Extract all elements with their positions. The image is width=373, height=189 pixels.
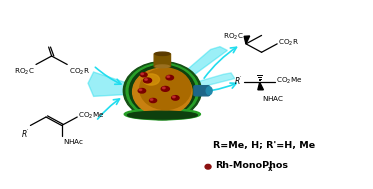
Ellipse shape	[150, 98, 157, 103]
Text: $\mathregular{R'}$: $\mathregular{R'}$	[234, 75, 243, 87]
FancyBboxPatch shape	[194, 86, 210, 96]
Text: R=Me, H; R'=H, Me: R=Me, H; R'=H, Me	[213, 141, 315, 150]
Polygon shape	[179, 47, 228, 81]
Text: $\mathregular{CO_2R}$: $\mathregular{CO_2R}$	[278, 38, 300, 48]
Text: $\mathregular{CO_2Me}$: $\mathregular{CO_2Me}$	[276, 76, 303, 86]
Polygon shape	[183, 73, 235, 90]
Ellipse shape	[155, 52, 170, 56]
Ellipse shape	[124, 108, 200, 120]
Text: $\mathregular{RO_2C}$: $\mathregular{RO_2C}$	[223, 32, 244, 42]
Ellipse shape	[140, 73, 147, 77]
Ellipse shape	[155, 65, 169, 68]
Ellipse shape	[141, 73, 144, 75]
Ellipse shape	[161, 86, 169, 91]
Ellipse shape	[138, 88, 145, 93]
Ellipse shape	[145, 79, 147, 80]
Text: $\mathregular{CO_2Me}$: $\mathregular{CO_2Me}$	[78, 111, 105, 121]
FancyBboxPatch shape	[154, 53, 170, 67]
Polygon shape	[244, 36, 250, 44]
Text: $\mathregular{R'}$: $\mathregular{R'}$	[21, 127, 29, 140]
Text: $\mathregular{NHAc}$: $\mathregular{NHAc}$	[63, 137, 84, 146]
Text: $\mathregular{NHAC}$: $\mathregular{NHAC}$	[261, 94, 284, 103]
Text: Rh-MonoPhos: Rh-MonoPhos	[216, 161, 288, 170]
Text: $\mathregular{RO_2C}$: $\mathregular{RO_2C}$	[15, 66, 35, 77]
Polygon shape	[258, 82, 263, 90]
Ellipse shape	[139, 89, 142, 91]
Text: $\mathregular{CO_2R}$: $\mathregular{CO_2R}$	[69, 66, 90, 77]
Ellipse shape	[173, 96, 175, 98]
Ellipse shape	[123, 62, 201, 120]
Ellipse shape	[206, 87, 212, 95]
Ellipse shape	[133, 68, 192, 115]
Ellipse shape	[126, 63, 198, 118]
Ellipse shape	[172, 96, 179, 100]
Text: x: x	[268, 166, 273, 172]
Polygon shape	[88, 72, 142, 96]
Ellipse shape	[166, 75, 173, 80]
Ellipse shape	[128, 111, 197, 119]
Ellipse shape	[167, 76, 170, 77]
Ellipse shape	[143, 78, 151, 83]
Ellipse shape	[143, 74, 160, 85]
Ellipse shape	[150, 99, 153, 100]
Ellipse shape	[163, 87, 165, 89]
Ellipse shape	[140, 68, 191, 109]
Ellipse shape	[129, 65, 195, 116]
Ellipse shape	[205, 164, 211, 169]
